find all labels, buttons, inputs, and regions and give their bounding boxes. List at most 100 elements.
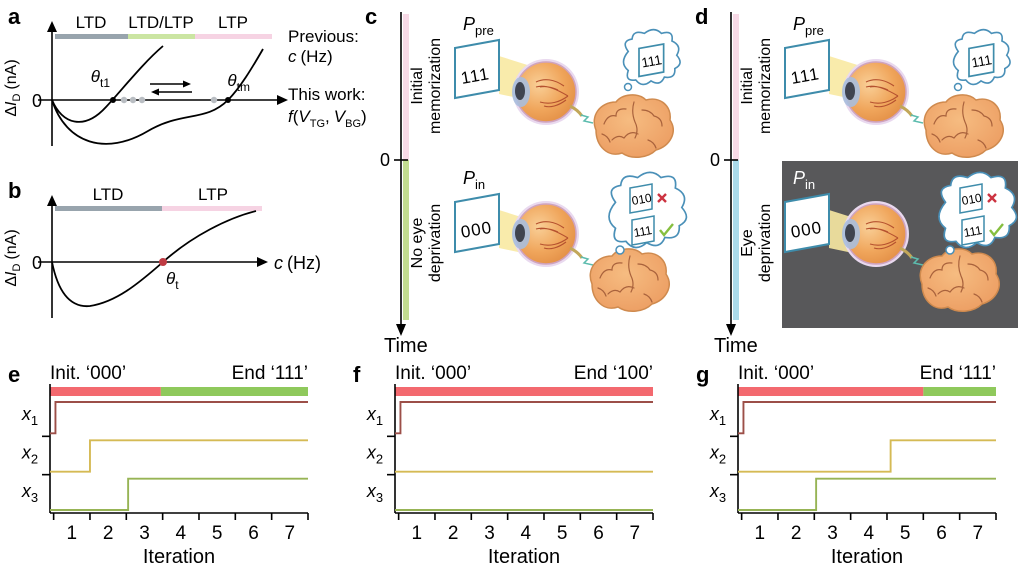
series-line-x2 bbox=[738, 439, 996, 473]
thought-card-frame bbox=[968, 42, 995, 78]
panel-letter-d: d bbox=[695, 4, 708, 29]
thought-bubble-tail bbox=[953, 82, 963, 92]
y-axis-arrow bbox=[47, 21, 57, 32]
series-label-x1: x1 bbox=[21, 404, 38, 428]
status-bar-incorrect bbox=[395, 387, 653, 396]
x-tick-label: 5 bbox=[557, 523, 568, 544]
brain-illustration bbox=[923, 94, 1004, 159]
x-tick-label: 5 bbox=[900, 523, 911, 544]
stimulus-card-text: 111 bbox=[459, 64, 491, 88]
x-tick-label: 5 bbox=[212, 523, 223, 544]
thought-card-frame bbox=[631, 215, 655, 246]
series-line-x3 bbox=[738, 477, 996, 511]
intermediate-dot bbox=[129, 96, 137, 104]
x-tick-label: 1 bbox=[67, 523, 78, 544]
x-tick-label: 7 bbox=[285, 523, 296, 544]
optic-nerve-connector bbox=[580, 114, 594, 124]
stimulus-card-frame bbox=[784, 38, 830, 100]
thought-card-text: 111 bbox=[633, 223, 654, 240]
panel-g-chart: g Init. ‘000’ End ‘111’ x1 x2 x3 1 2 3 4 5 6 7 Iterat… bbox=[696, 362, 997, 568]
stimulus-card: 000 bbox=[784, 192, 830, 254]
eye-illustration bbox=[510, 199, 584, 269]
scene-c1: 111 Ppre 111 bbox=[454, 14, 681, 159]
init-state-label: Init. ‘000’ bbox=[395, 363, 471, 384]
panel-f-chart: f Init. ‘000’ End ‘100’ x1 x2 x3 1 2 3 4 5 6 7 Iterat… bbox=[353, 362, 654, 568]
status-bar-correct bbox=[923, 387, 996, 396]
y-axis-label: ΔID(nA) bbox=[3, 59, 23, 116]
thought-card-text: 111 bbox=[970, 52, 993, 70]
ltp-label: LTP bbox=[218, 13, 248, 32]
series-label-x3: x3 bbox=[709, 481, 726, 505]
series-line-x1 bbox=[395, 401, 653, 435]
thought-card-wrong: 010 bbox=[629, 183, 653, 214]
x-tick-label: 4 bbox=[176, 523, 187, 544]
theta-tm-label: θtm bbox=[227, 71, 250, 94]
x-tick-label: 1 bbox=[412, 523, 423, 544]
panel-b: b LTD LTP 0 ΔID(nA) θt c (Hz) bbox=[3, 178, 321, 318]
thought-card-text: 010 bbox=[961, 191, 983, 208]
x-tick-label: 6 bbox=[936, 523, 947, 544]
pattern-label: Ppre bbox=[463, 14, 494, 38]
stimulus-card: 111 bbox=[784, 38, 830, 100]
x-tick-label: 6 bbox=[593, 523, 604, 544]
zero-label: 0 bbox=[32, 253, 42, 273]
status-bar-incorrect bbox=[50, 387, 161, 396]
memorization-phase-band bbox=[733, 14, 739, 160]
zero-label: 0 bbox=[710, 150, 720, 170]
ltd-region-bar bbox=[55, 34, 128, 39]
pattern-label: Ppre bbox=[793, 14, 824, 38]
phase-top-label-line2: memorization bbox=[427, 38, 444, 134]
stimulus-card-text: 111 bbox=[789, 64, 821, 88]
end-state-label: End ‘111’ bbox=[232, 363, 308, 384]
time-label: Time bbox=[384, 335, 428, 357]
stimulus-card-frame bbox=[454, 38, 500, 100]
phase-bottom-label-line1: No eye bbox=[409, 218, 426, 269]
panel-letter-f: f bbox=[353, 362, 361, 387]
crossing-dot-2 bbox=[225, 97, 231, 103]
shift-arrows-icon bbox=[150, 80, 192, 96]
thought-bubble: 010 111 bbox=[608, 171, 688, 255]
ltd-label: LTD bbox=[93, 185, 124, 204]
threshold-dot bbox=[159, 258, 167, 266]
this-work-function-label: f(VTG, VBG) bbox=[288, 107, 367, 130]
time-axis-arrow bbox=[396, 324, 406, 336]
thought-bubble: 111 bbox=[952, 28, 1011, 92]
stimulus-card: 111 bbox=[454, 38, 500, 100]
x-tick-label: 7 bbox=[973, 523, 984, 544]
x-tick-label: 3 bbox=[484, 523, 495, 544]
panel-letter-g: g bbox=[696, 362, 709, 387]
plasticity-curve-1 bbox=[51, 45, 164, 123]
thought-bubble-tail bbox=[623, 82, 633, 92]
x-tick-label: 3 bbox=[139, 523, 150, 544]
thought-card-frame bbox=[959, 183, 983, 214]
series-label-x3: x3 bbox=[366, 481, 383, 505]
init-state-label: Init. ‘000’ bbox=[738, 363, 814, 384]
x-tick-label: 1 bbox=[755, 523, 766, 544]
y-axis-arrow bbox=[47, 195, 57, 206]
eye-illustration bbox=[510, 57, 584, 127]
brain-illustration bbox=[593, 94, 674, 159]
crossing-dot-1 bbox=[110, 97, 116, 103]
stimulus-card-frame bbox=[454, 192, 500, 254]
brain-illustration bbox=[919, 248, 1000, 313]
end-state-label: End ‘100’ bbox=[574, 363, 653, 384]
thought-card: 111 bbox=[638, 42, 665, 78]
ltp-region-bar bbox=[195, 34, 272, 39]
x-axis-label: Iteration bbox=[488, 546, 560, 568]
brain-illustration bbox=[589, 248, 670, 313]
ltdltp-region-bar bbox=[128, 34, 195, 39]
x-axis-label: Iteration bbox=[831, 546, 903, 568]
thought-card-frame bbox=[638, 42, 665, 78]
panel-letter-b: b bbox=[8, 178, 21, 203]
thought-card-frame bbox=[629, 183, 653, 214]
time-axis-arrow bbox=[726, 324, 736, 336]
theta-t-label: θt bbox=[166, 269, 179, 292]
phase-bottom-label-line2: deprivation bbox=[757, 204, 774, 282]
stimulus-card-frame bbox=[784, 192, 830, 254]
x-axis-arrow bbox=[257, 257, 268, 267]
series-label-x1: x1 bbox=[366, 404, 383, 428]
series-label-x2: x2 bbox=[709, 443, 726, 467]
time-label: Time bbox=[714, 335, 758, 357]
